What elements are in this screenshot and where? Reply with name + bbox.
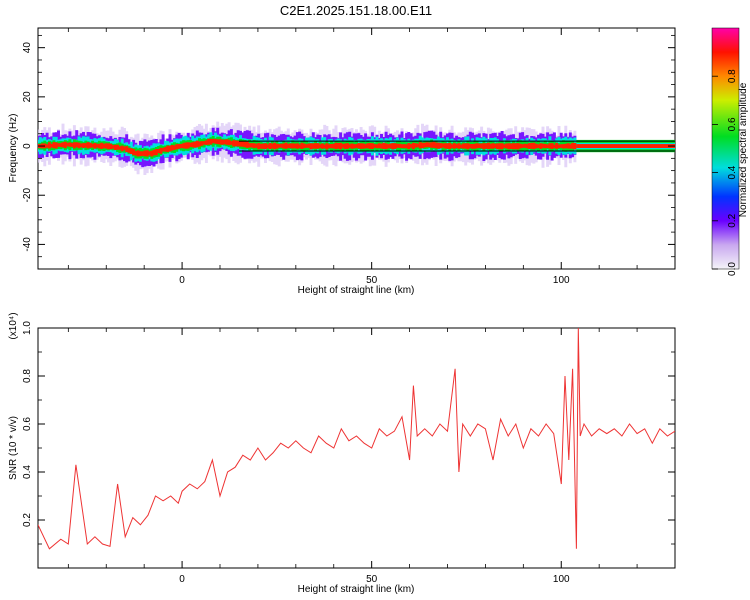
- snr-panel: 0 50 100 0.2 0.4 0.6 0.8 1.0 Height of straight…: [8, 312, 676, 595]
- line-plot-area: [37, 327, 676, 569]
- line-xtick-label: 0: [179, 574, 185, 585]
- heatmap-band-layer: [38, 138, 577, 157]
- line-ytick-label: 1.0: [22, 321, 33, 335]
- colorbar-tick-label: 0.2: [727, 213, 738, 227]
- colorbar-tick-label: 0.8: [727, 69, 738, 83]
- line-ylabel: SNR (10 * v/v): [8, 416, 19, 480]
- heatmap-ytick-label: 40: [22, 42, 33, 54]
- colorbar-tick-label: 0.4: [727, 165, 738, 179]
- heatmap-flat-band: [576, 144, 675, 149]
- line-ytick-label: 0.6: [22, 417, 33, 431]
- colorbar: 0.0 0.2 0.4 0.6 0.8 Normalized spectral ampl…: [711, 27, 749, 276]
- line-xlabel: Height of straight line (km): [298, 584, 415, 595]
- heatmap-xtick-label: 100: [553, 275, 570, 286]
- colorbar-tick-label: 0.0: [727, 262, 738, 276]
- heatmap-ytick-label: 0: [22, 143, 33, 149]
- line-xtick-label: 50: [366, 574, 378, 585]
- heatmap-ytick-label: 20: [22, 91, 33, 103]
- line-ytick-label: 0.8: [22, 369, 33, 383]
- snr-series-line: [38, 328, 675, 550]
- line-ytick-label: 0.4: [22, 465, 33, 479]
- heatmap-xlabel: Height of straight line (km): [298, 285, 415, 296]
- heatmap-ytick-label: -40: [22, 237, 33, 252]
- heatmap-ylabel: Frequency (Hz): [8, 114, 19, 183]
- line-xtick-label: 100: [553, 574, 570, 585]
- figure-title: C2E1.2025.151.18.00.E11: [280, 3, 432, 18]
- spectrogram-panel: 0 50 100 -40 -20 0 20 40 Height of straight lin…: [8, 27, 676, 296]
- line-y-multiplier: (x10⁴): [8, 312, 19, 339]
- colorbar-gradient: [711, 27, 740, 270]
- heatmap-xtick-label: 0: [179, 275, 185, 286]
- heatmap-xtick-label: 50: [366, 275, 378, 286]
- colorbar-label: Normalized spectral amplitude: [738, 82, 749, 217]
- heatmap-ytick-label: -20: [22, 188, 33, 203]
- line-ytick-label: 0.2: [22, 513, 33, 527]
- colorbar-tick-label: 0.6: [727, 117, 738, 131]
